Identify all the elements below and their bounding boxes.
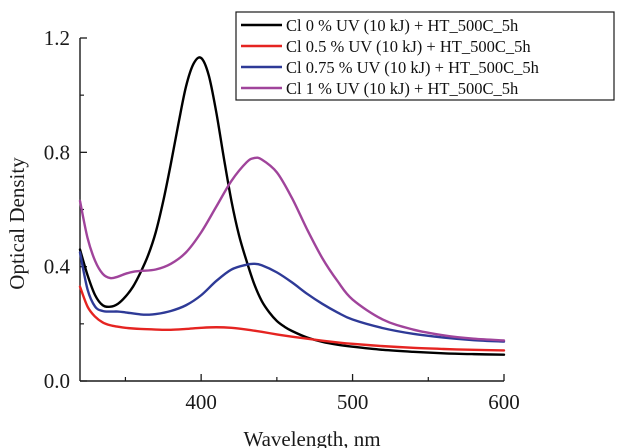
x-tick-label: 500 [337, 390, 369, 414]
legend-label-0: Cl 0 % UV (10 kJ) + HT_500C_5h [286, 16, 519, 35]
y-axis-title: Optical Density [5, 157, 29, 290]
series-line-1 [78, 285, 506, 352]
x-axis-title: Wavelength, nm [243, 427, 380, 448]
series-layer [78, 56, 506, 356]
x-tick-label: 600 [488, 390, 520, 414]
series-line-2 [78, 251, 506, 343]
legend-label-3: Cl 1 % UV (10 kJ) + HT_500C_5h [286, 79, 519, 98]
y-tick-label: 0.8 [44, 140, 70, 164]
series-line-3 [78, 156, 506, 342]
legend-box [235, 11, 615, 101]
legend-label-1: Cl 0.5 % UV (10 kJ) + HT_500C_5h [286, 37, 531, 56]
legend: Cl 0 % UV (10 kJ) + HT_500C_5h Cl 0.5 % U… [235, 11, 615, 101]
y-tick-label: 1.2 [44, 26, 70, 50]
legend-label-2: Cl 0.75 % UV (10 kJ) + HT_500C_5h [286, 58, 540, 77]
series-line-0 [78, 56, 506, 356]
x-tick-label: 400 [185, 390, 217, 414]
y-tick-label: 0.4 [44, 255, 71, 279]
axes: 0.0 0.4 0.8 1.2 400 500 600 [44, 26, 520, 414]
y-tick-label: 0.0 [44, 369, 70, 393]
